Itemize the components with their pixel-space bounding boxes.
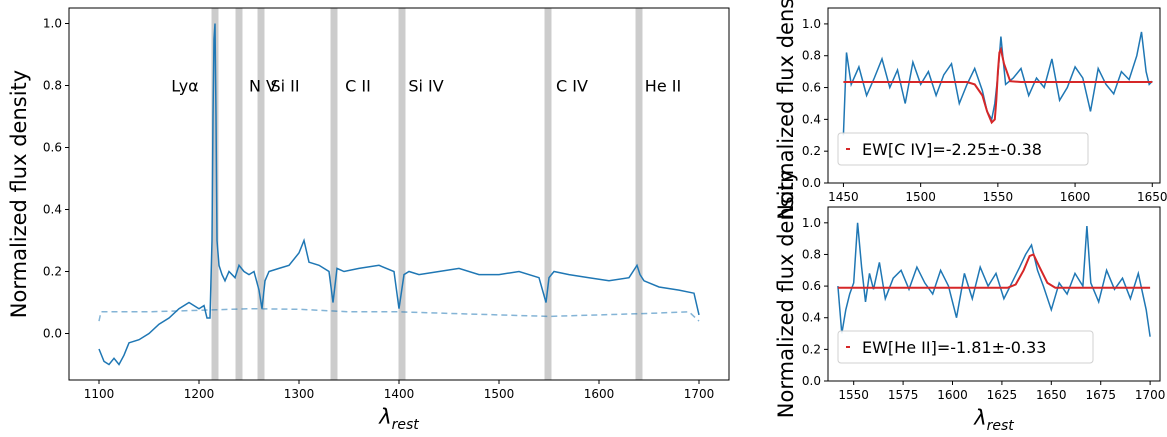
band-3 bbox=[330, 8, 338, 380]
band-6 bbox=[635, 8, 643, 380]
band-1 bbox=[235, 8, 243, 380]
xtick-label-4: 1500 bbox=[484, 387, 515, 401]
ytick-label-0: 0.0 bbox=[43, 327, 62, 341]
ytick-label-2: 0.4 bbox=[802, 311, 821, 325]
xtick-label-6: 1700 bbox=[1135, 388, 1166, 402]
xtick-label-3: 1600 bbox=[1060, 190, 1091, 204]
ytick-label-1: 0.2 bbox=[802, 144, 821, 158]
ytick-label-0: 0.0 bbox=[802, 374, 821, 388]
xtick-label-1: 1500 bbox=[905, 190, 936, 204]
ylabel: Normalized flux density bbox=[7, 70, 31, 318]
ytick-label-1: 0.2 bbox=[802, 342, 821, 356]
line-label-2: Si II bbox=[270, 77, 299, 96]
xtick-label-6: 1700 bbox=[684, 387, 715, 401]
line-label-3: C II bbox=[345, 77, 371, 96]
line-label-1: N V bbox=[249, 77, 277, 96]
xtick-label-0: 1450 bbox=[828, 190, 859, 204]
civ-zoom-chart: 1450 1500 1550 1600 1650 0.0 0.2 0.4 0.6 0.8 1.0 No… bbox=[774, 0, 1167, 220]
ytick-label-3: 0.6 bbox=[802, 81, 821, 95]
ytick-label-2: 0.4 bbox=[43, 203, 62, 217]
legend-box bbox=[837, 132, 1089, 166]
xtick-label-2: 1600 bbox=[937, 388, 968, 402]
ytick-label-4: 0.8 bbox=[802, 49, 821, 63]
xtick-label-3: 1625 bbox=[987, 388, 1018, 402]
band-2 bbox=[257, 8, 265, 380]
ytick-label-4: 0.8 bbox=[43, 79, 62, 93]
ytick-label-1: 0.2 bbox=[43, 265, 62, 279]
xlabel: λrest bbox=[378, 405, 419, 433]
legend-box bbox=[837, 330, 1094, 364]
line-label-4: Si IV bbox=[408, 77, 443, 96]
line-label-5: C IV bbox=[556, 77, 588, 96]
ytick-label-5: 1.0 bbox=[43, 17, 62, 31]
band-4 bbox=[398, 8, 406, 380]
ytick-label-0: 0.0 bbox=[802, 176, 821, 190]
ylabel: Normalized flux density bbox=[774, 0, 798, 220]
ylabel: Normalized flux density bbox=[774, 170, 798, 418]
xtick-label-1: 1575 bbox=[888, 388, 919, 402]
series-fit-1 bbox=[837, 253, 1151, 289]
band-0 bbox=[211, 8, 219, 380]
xlabel: λrest bbox=[973, 406, 1014, 434]
xtick-label-5: 1600 bbox=[584, 387, 615, 401]
line-label-0: Lyα bbox=[171, 77, 198, 96]
series-dashed-1 bbox=[98, 307, 700, 322]
ytick-label-5: 1.0 bbox=[802, 17, 821, 31]
legend-label: EW[C IV]=-2.25±-0.38 bbox=[862, 140, 1042, 159]
series-solid-0 bbox=[98, 23, 700, 366]
xtick-label-2: 1550 bbox=[983, 190, 1014, 204]
xtick-label-4: 1650 bbox=[1137, 190, 1167, 204]
ytick-label-3: 0.6 bbox=[43, 141, 62, 155]
band-5 bbox=[544, 8, 552, 380]
xtick-label-1: 1200 bbox=[184, 387, 215, 401]
plot-frame bbox=[827, 7, 1161, 184]
ytick-label-3: 0.6 bbox=[802, 279, 821, 293]
xtick-label-0: 1550 bbox=[838, 388, 869, 402]
series-data-0 bbox=[837, 222, 1151, 337]
legend-label: EW[He II]=-1.81±-0.33 bbox=[862, 338, 1046, 357]
xtick-label-3: 1400 bbox=[384, 387, 415, 401]
xtick-label-4: 1650 bbox=[1036, 388, 1067, 402]
xtick-label-2: 1300 bbox=[284, 387, 315, 401]
plot-frame bbox=[827, 206, 1161, 382]
heii-zoom-chart: 1550 1575 1600 1625 1650 1675 1700 0.0 0.2 0.4 0.6… bbox=[774, 170, 1165, 434]
ytick-label-5: 1.0 bbox=[802, 216, 821, 230]
main-spectrum-chart: Lyα N VSi II C II Si IV C IV He II 1100 1200 130… bbox=[7, 7, 730, 433]
xtick-label-5: 1675 bbox=[1085, 388, 1116, 402]
series-fit-1 bbox=[843, 46, 1153, 125]
ytick-label-2: 0.4 bbox=[802, 112, 821, 126]
xtick-label-0: 1100 bbox=[84, 387, 115, 401]
line-label-6: He II bbox=[645, 77, 681, 96]
ytick-label-4: 0.8 bbox=[802, 247, 821, 261]
